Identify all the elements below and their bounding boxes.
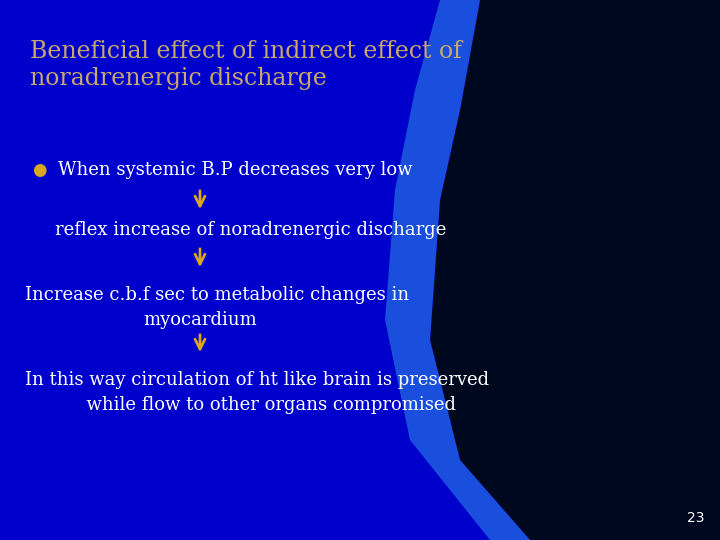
Text: In this way circulation of ht like brain is preserved: In this way circulation of ht like brain… bbox=[25, 371, 489, 389]
Text: 23: 23 bbox=[688, 511, 705, 525]
Text: Beneficial effect of indirect effect of
noradrenergic discharge: Beneficial effect of indirect effect of … bbox=[30, 40, 462, 91]
Text: reflex increase of noradrenergic discharge: reflex increase of noradrenergic dischar… bbox=[55, 221, 446, 239]
Text: myocardium: myocardium bbox=[143, 311, 257, 329]
Text: Increase c.b.f sec to metabolic changes in: Increase c.b.f sec to metabolic changes … bbox=[25, 286, 409, 304]
Text: while flow to other organs compromised: while flow to other organs compromised bbox=[75, 396, 456, 414]
Text: ●: ● bbox=[32, 161, 47, 179]
Polygon shape bbox=[385, 0, 530, 540]
Polygon shape bbox=[430, 0, 720, 540]
Text: When systemic B.P decreases very low: When systemic B.P decreases very low bbox=[58, 161, 413, 179]
